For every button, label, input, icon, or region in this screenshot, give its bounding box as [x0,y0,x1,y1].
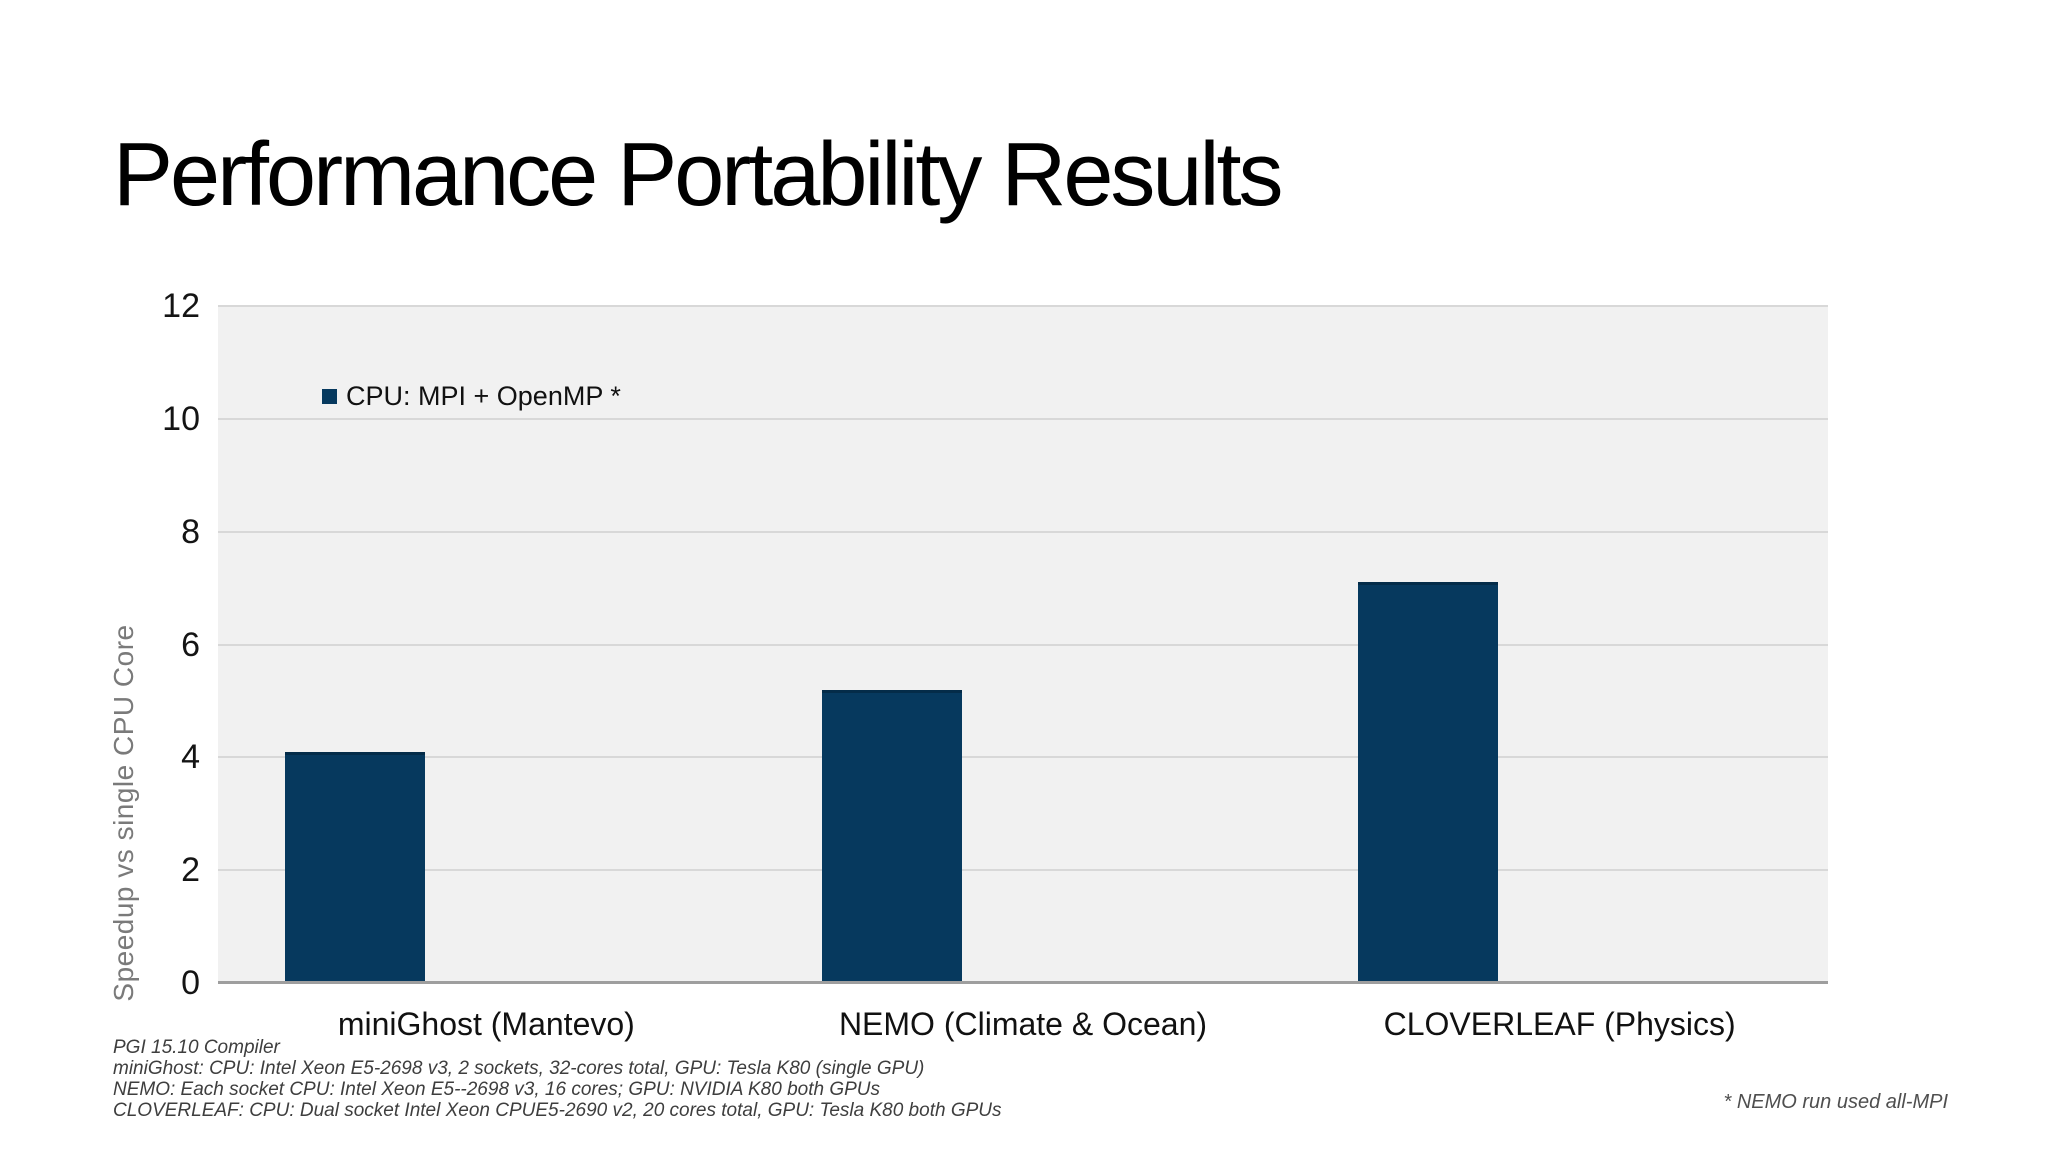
chart-legend: CPU: MPI + OpenMP * [322,381,621,412]
footnote-line: NEMO: Each socket CPU: Intel Xeon E5--26… [113,1079,881,1100]
footnotes-left: PGI 15.10 Compiler miniGhost: CPU: Intel… [113,1037,1002,1121]
footnote-line: CLOVERLEAF: CPU: Dual socket Intel Xeon … [113,1100,1002,1121]
bar-cloverleaf-physics [1358,582,1499,983]
chart-plot-area [218,305,1828,983]
y-tick-label: 4 [181,738,200,777]
gridline [218,756,1828,759]
footnote-right: * NEMO run used all-MPI [1723,1091,1948,1113]
x-axis-line [218,981,1828,984]
y-tick-label: 6 [181,625,200,664]
gridline [218,530,1828,533]
bar-nemo-climate-ocean [821,689,962,983]
y-axis-title: Speedup vs single CPU Core [108,624,139,1002]
x-category-label-nemo-climate-ocean: NEMO (Climate & Ocean) [838,1006,1208,1042]
y-tick-label: 12 [162,287,200,325]
y-tick-label: 2 [181,851,200,890]
gridline [218,869,1828,872]
gridline [218,643,1828,646]
x-category-label-cloverleaf-physics: CLOVERLEAF (Physics) [1383,1006,1736,1042]
y-tick-label: 0 [181,964,200,1002]
legend-marker-icon [322,389,337,404]
page-title: Performance Portability Results [113,125,1283,225]
footnote-line: miniGhost: CPU: Intel Xeon E5-2698 v3, 2… [113,1058,925,1079]
x-category-label-minighost-mantevo: miniGhost (Mantevo) [337,1006,635,1042]
legend-label: CPU: MPI + OpenMP * [346,381,621,411]
y-tick-label: 10 [162,399,200,438]
y-tick-label: 8 [181,512,200,551]
bar-minighost-mantevo [285,751,426,983]
gridline [218,417,1828,420]
footnote-line: PGI 15.10 Compiler [113,1037,280,1058]
gridline [218,305,1828,307]
